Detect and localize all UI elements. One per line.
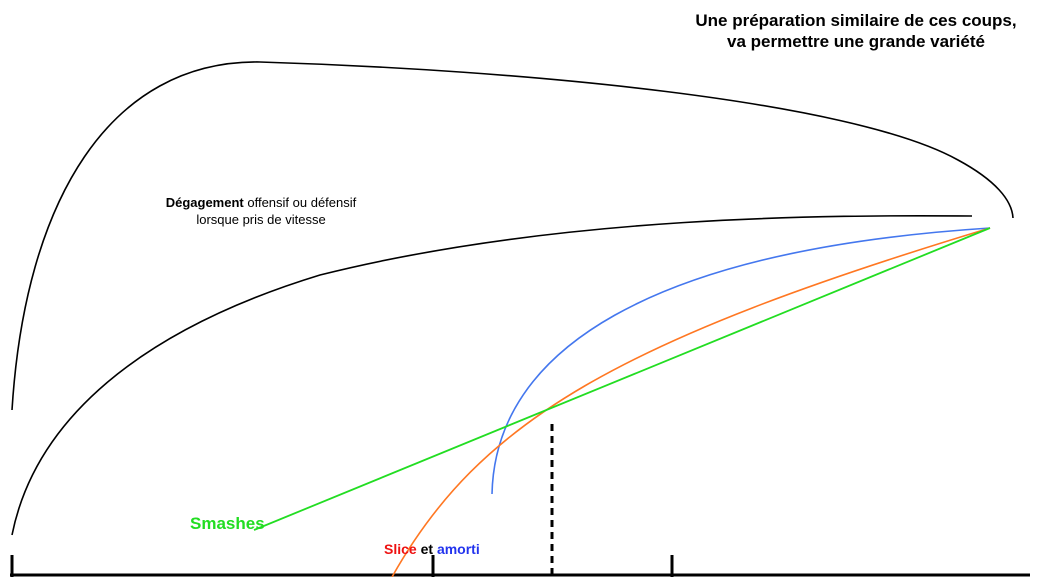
clear-annotation-rest: offensif ou défensif lorsque pris de vit… bbox=[196, 195, 357, 227]
slice-label: Slice bbox=[384, 541, 417, 557]
slice-trajectory bbox=[391, 227, 991, 577]
high-clear-trajectory bbox=[11, 61, 1014, 411]
amorti-trajectory bbox=[491, 227, 991, 495]
smashes-label: Smashes bbox=[190, 514, 265, 533]
smash-trajectory bbox=[253, 227, 991, 531]
flat-clear-trajectory bbox=[11, 214, 973, 536]
amorti-label: amorti bbox=[436, 541, 480, 557]
diagram-title: Une préparation similaire de ces coups, … bbox=[695, 11, 1017, 51]
slice-amorti-label: Slice et amorti bbox=[384, 541, 480, 557]
et-label: et bbox=[416, 541, 437, 557]
clear-annotation: Dégagement offensif ou défensif lorsque … bbox=[146, 194, 376, 228]
clear-annotation-bold: Dégagement bbox=[165, 195, 244, 210]
